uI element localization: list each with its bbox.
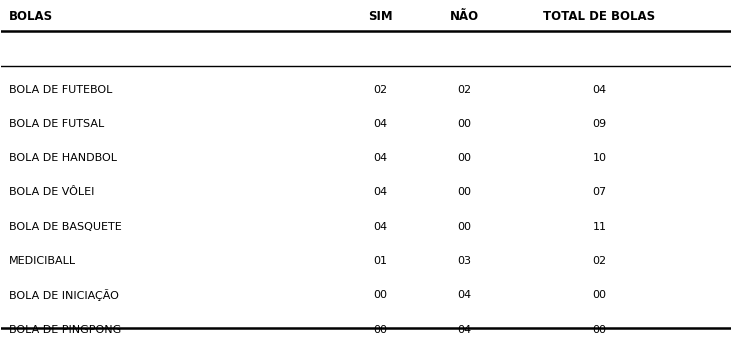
Text: 00: 00 [458, 222, 471, 232]
Text: 01: 01 [373, 256, 387, 266]
Text: 00: 00 [373, 290, 387, 300]
Text: 00: 00 [592, 325, 606, 335]
Text: 02: 02 [592, 256, 606, 266]
Text: 00: 00 [592, 290, 606, 300]
Text: 11: 11 [592, 222, 606, 232]
Text: 04: 04 [373, 153, 388, 163]
Text: BOLA DE PINGPONG: BOLA DE PINGPONG [9, 325, 121, 335]
Text: SIM: SIM [368, 10, 393, 23]
Text: 00: 00 [458, 153, 471, 163]
Text: 02: 02 [373, 85, 388, 95]
Text: 04: 04 [458, 290, 471, 300]
Text: BOLA DE INICIAÇÃO: BOLA DE INICIAÇÃO [9, 289, 119, 301]
Text: 00: 00 [373, 325, 387, 335]
Text: 04: 04 [373, 119, 388, 129]
Text: 09: 09 [592, 119, 606, 129]
Text: 02: 02 [458, 85, 471, 95]
Text: BOLA DE HANDBOL: BOLA DE HANDBOL [9, 153, 116, 163]
Text: BOLAS: BOLAS [9, 10, 53, 23]
Text: BOLA DE FUTEBOL: BOLA DE FUTEBOL [9, 85, 112, 95]
Text: 10: 10 [592, 153, 606, 163]
Text: 03: 03 [458, 256, 471, 266]
Text: NÃO: NÃO [450, 10, 479, 23]
Text: 00: 00 [458, 187, 471, 197]
Text: MEDICIBALL: MEDICIBALL [9, 256, 76, 266]
Text: BOLA DE FUTSAL: BOLA DE FUTSAL [9, 119, 104, 129]
Text: 00: 00 [458, 119, 471, 129]
Text: 04: 04 [458, 325, 471, 335]
Text: 04: 04 [373, 222, 388, 232]
Text: BOLA DE VÔLEI: BOLA DE VÔLEI [9, 187, 94, 197]
Text: BOLA DE BASQUETE: BOLA DE BASQUETE [9, 222, 122, 232]
Text: 04: 04 [592, 85, 606, 95]
Text: TOTAL DE BOLAS: TOTAL DE BOLAS [543, 10, 655, 23]
Text: 07: 07 [592, 187, 606, 197]
Text: 04: 04 [373, 187, 388, 197]
